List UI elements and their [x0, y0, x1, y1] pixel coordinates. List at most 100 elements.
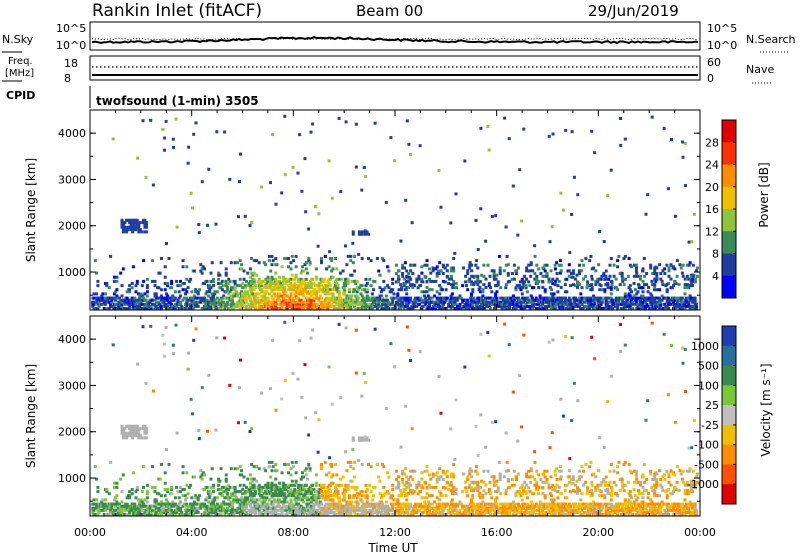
power-cell — [266, 275, 270, 279]
velocity-cell — [248, 494, 252, 498]
power-cell — [498, 269, 502, 273]
power-cell — [303, 288, 307, 292]
velocity-cell — [212, 483, 215, 487]
power-cell — [590, 288, 594, 292]
velocity-cell — [165, 498, 168, 502]
power-cell — [484, 296, 487, 300]
power-cell — [618, 283, 622, 287]
power-cell — [604, 277, 608, 281]
velocity-cell — [312, 504, 316, 508]
power-cell — [458, 294, 462, 298]
power-cell — [289, 267, 293, 271]
power-cell — [439, 205, 443, 209]
velocity-cell — [252, 485, 256, 489]
power-cell — [296, 171, 300, 175]
power-cell — [688, 261, 692, 265]
power-cell — [452, 269, 456, 273]
power-cell — [260, 284, 264, 288]
power-cell — [559, 263, 563, 267]
velocity-cell — [234, 508, 238, 512]
power-cell — [250, 271, 254, 275]
velocity-cell — [332, 513, 336, 516]
velocity-cell — [307, 463, 311, 466]
velocity-cell — [382, 506, 386, 510]
power-cell — [589, 300, 593, 304]
power-cell — [129, 223, 133, 227]
power-cell — [528, 300, 532, 304]
power-cell — [331, 275, 335, 279]
power-cell — [248, 284, 252, 288]
power-cell — [306, 290, 309, 294]
power-cell — [241, 294, 245, 298]
power-cell — [565, 277, 569, 281]
power-cell — [342, 286, 346, 290]
power-cell — [462, 307, 466, 310]
power-cell — [619, 143, 623, 147]
power-cell — [294, 300, 298, 304]
power-cell — [567, 296, 571, 300]
velocity-cell — [309, 492, 313, 496]
power-cell — [687, 302, 691, 306]
power-cell — [331, 294, 335, 298]
power-cell — [166, 282, 170, 285]
power-cell — [449, 298, 453, 302]
velocity-cell — [379, 510, 383, 514]
velocity-cell — [187, 513, 191, 516]
power-cell — [602, 272, 606, 275]
velocity-cell — [245, 513, 248, 516]
velocity-cell — [341, 475, 345, 479]
power-cell — [567, 269, 571, 273]
velocity-cell — [299, 477, 303, 481]
velocity-cell — [180, 513, 184, 516]
power-cell — [410, 221, 414, 225]
power-cell — [370, 307, 374, 310]
power-cell — [434, 302, 438, 306]
power-cell — [364, 174, 368, 178]
power-cell — [356, 296, 360, 300]
power-cell — [439, 269, 443, 273]
power-cell — [506, 280, 510, 284]
velocity-cell — [348, 500, 351, 504]
freq-tick-low: 8 — [64, 72, 71, 85]
velocity-cell — [389, 496, 393, 500]
velocity-cell — [487, 488, 491, 491]
velocity-cell — [145, 513, 149, 516]
velocity-cell — [405, 475, 409, 479]
power-cell — [290, 304, 294, 308]
power-cell — [336, 284, 340, 288]
power-cell — [409, 298, 412, 302]
power-cell — [309, 300, 313, 304]
velocity-cell — [490, 508, 494, 512]
power-cell — [176, 298, 180, 302]
velocity-cell — [354, 513, 358, 516]
power-cell — [462, 304, 466, 308]
velocity-cell — [92, 508, 96, 512]
power-cell — [590, 302, 594, 306]
power-cell — [533, 244, 537, 248]
power-cell — [672, 300, 675, 304]
velocity-cell — [430, 494, 434, 498]
power-cell — [569, 300, 573, 304]
power-cell — [292, 259, 296, 263]
power-cell — [451, 283, 455, 287]
velocity-cell — [270, 481, 274, 485]
velocity-cell — [241, 492, 245, 496]
power-cell — [189, 191, 193, 195]
power-cell — [298, 133, 302, 137]
velocity-cell — [289, 500, 293, 504]
velocity-cell — [287, 485, 290, 489]
velocity-cell — [289, 473, 293, 477]
power-cell — [308, 279, 312, 283]
power-cell — [224, 290, 228, 294]
velocity-cell — [326, 510, 330, 514]
power-cell — [458, 304, 462, 308]
power-cell — [407, 285, 411, 289]
velocity-cell — [289, 467, 293, 471]
power-cell — [187, 145, 191, 149]
velocity-cell — [397, 510, 401, 514]
velocity-cell — [283, 500, 287, 504]
power-cell — [219, 296, 223, 300]
power-cell — [464, 284, 468, 288]
power-cell — [541, 274, 545, 278]
velocity-cell — [492, 504, 496, 508]
